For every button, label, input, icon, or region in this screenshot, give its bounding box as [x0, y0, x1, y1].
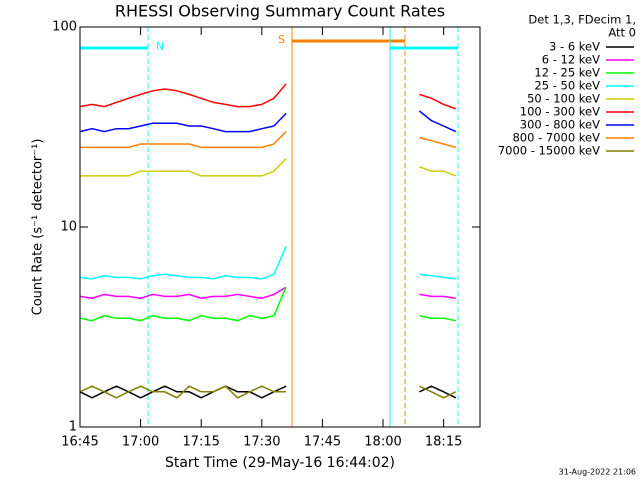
legend-label: 50 - 100 keV: [527, 92, 600, 106]
series-line: [79, 110, 457, 133]
annotations: N S: [80, 27, 459, 427]
y-tick-label: 10: [60, 220, 77, 235]
series-line: [79, 286, 456, 322]
legend-label: 100 - 300 keV: [520, 105, 600, 119]
annotation: S: [278, 33, 285, 46]
x-tick-label: 16:45: [61, 435, 98, 450]
chart-title: RHESSI Observing Summary Count Rates: [115, 2, 445, 21]
y-axis-label: Count Rate (s⁻¹ detector⁻¹): [31, 139, 46, 316]
legend-label: 300 - 800 keV: [520, 118, 600, 132]
x-tick-label: 17:00: [122, 435, 159, 450]
x-tick-label: 18:15: [425, 435, 462, 450]
y-tick-label: 100: [52, 20, 77, 35]
x-tick-label: 17:45: [304, 435, 341, 450]
legend-title: Det 1,3, FDecim 1,: [528, 13, 636, 27]
x-tick-label: 17:15: [182, 435, 219, 450]
series-line: [79, 83, 457, 110]
series-line: [79, 385, 457, 399]
legend-label: 12 - 25 keV: [534, 66, 600, 80]
legend-label: 3 - 6 keV: [549, 40, 600, 54]
series-line: [79, 246, 456, 280]
annotation: N: [156, 40, 164, 53]
x-axis-label: Start Time (29-May-16 16:44:02): [165, 455, 395, 471]
series-line: [80, 131, 457, 149]
legend-label: 800 - 7000 keV: [512, 131, 600, 145]
x-tick-label: 18:00: [364, 435, 401, 450]
legend-title: Att 0: [608, 26, 636, 40]
legend-label: 25 - 50 keV: [534, 79, 600, 93]
footer: 31-Aug-2022 21:06: [559, 468, 636, 477]
legend-label: 7000 - 15000 keV: [498, 144, 600, 158]
series-line: [80, 157, 457, 177]
y-tick-label: 1: [69, 420, 77, 435]
x-tick-label: 17:30: [243, 435, 280, 450]
legend-label: 6 - 12 keV: [542, 53, 600, 67]
series-line: [79, 286, 456, 300]
